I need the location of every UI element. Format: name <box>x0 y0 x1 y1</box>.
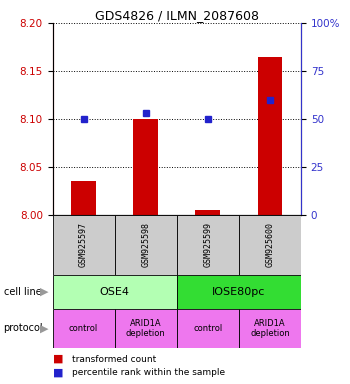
Text: ▶: ▶ <box>40 323 48 333</box>
Text: GSM925597: GSM925597 <box>79 222 88 267</box>
Bar <box>52 275 177 309</box>
Text: OSE4: OSE4 <box>100 287 130 297</box>
Text: control: control <box>69 324 98 333</box>
Bar <box>239 309 301 348</box>
Text: control: control <box>193 324 223 333</box>
Text: ■: ■ <box>52 367 63 377</box>
Text: GSM925600: GSM925600 <box>265 222 274 267</box>
Bar <box>177 215 239 275</box>
Bar <box>239 215 301 275</box>
Text: protocol: protocol <box>4 323 43 333</box>
Bar <box>115 309 177 348</box>
Bar <box>52 309 115 348</box>
Bar <box>177 309 239 348</box>
Bar <box>177 275 301 309</box>
Bar <box>52 215 115 275</box>
Bar <box>115 215 177 275</box>
Text: GSM925598: GSM925598 <box>141 222 150 267</box>
Text: ▶: ▶ <box>40 287 48 297</box>
Bar <box>133 119 158 215</box>
Text: GSM925599: GSM925599 <box>203 222 212 267</box>
Text: ARID1A
depletion: ARID1A depletion <box>250 319 290 338</box>
Bar <box>71 181 96 215</box>
Bar <box>195 210 220 215</box>
Text: percentile rank within the sample: percentile rank within the sample <box>72 368 225 377</box>
Text: IOSE80pc: IOSE80pc <box>212 287 266 297</box>
Title: GDS4826 / ILMN_2087608: GDS4826 / ILMN_2087608 <box>95 9 259 22</box>
Text: transformed count: transformed count <box>72 354 156 364</box>
Bar <box>258 57 282 215</box>
Text: cell line: cell line <box>4 287 41 297</box>
Text: ■: ■ <box>52 354 63 364</box>
Text: ARID1A
depletion: ARID1A depletion <box>126 319 166 338</box>
